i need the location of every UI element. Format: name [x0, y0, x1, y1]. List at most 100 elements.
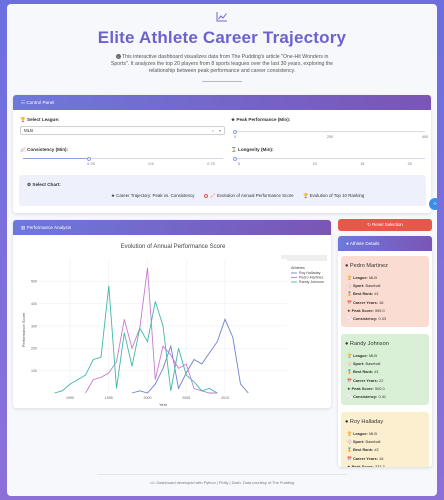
performance-chart[interactable]: Evolution of Annual Performance Score 10…	[13, 235, 331, 408]
chart-option-ranking[interactable]: 🏆 Evolution of Top 10 Ranking	[303, 193, 364, 199]
athlete-best-rank-row: 🏅 Best Rank: #2	[347, 447, 379, 452]
chevron-down-icon[interactable]: ▾	[218, 128, 221, 133]
legend-entry: Roy Halladay	[299, 271, 321, 275]
chart-option-label: Career Trajectory: Peak vs. Consistency	[116, 193, 195, 198]
consistency-tick: 0.5	[148, 162, 154, 166]
scroll-arrows-icon[interactable]: ‹›	[429, 198, 437, 210]
chart-option-label: Evolution of Annual Performance Score	[216, 193, 294, 198]
control-panel-title: Control Panel	[26, 100, 55, 105]
medal-icon: 🏅	[347, 447, 353, 453]
athlete-field-label: Consistency:	[352, 394, 379, 399]
peak-slider[interactable]	[233, 129, 425, 134]
star-icon: ★	[347, 385, 352, 391]
chart-series	[54, 267, 249, 394]
athlete-peak-score-row: ★ Peak Score: 500.0	[347, 386, 385, 391]
athlete-field-label: Best Rank:	[352, 291, 375, 297]
athlete-field-value: Baseball	[365, 283, 381, 289]
page-description: i This interactive dashboard visualizes …	[107, 54, 337, 75]
chart-axes: 100 200 300 400 500 1990 1995 2000 2005 2010	[31, 280, 229, 400]
athlete-sport-row: ⚾ Sport: Baseball	[347, 439, 380, 444]
consistency-slider-track	[23, 158, 91, 159]
athlete-card[interactable]: ● Roy Halladay 🏆 League: MLB ⚾ Sport: Base…	[341, 412, 429, 467]
chart-select-label: ⚙ Select Chart:	[27, 182, 61, 188]
x-tick-label: 1995	[105, 396, 113, 400]
legend-entry: Randy Johnson	[299, 280, 324, 284]
info-icon: i	[115, 54, 121, 60]
athlete-sport-row: ⚾ Sport: Baseball	[347, 361, 380, 366]
legend-title: Athletes	[291, 266, 305, 270]
athlete-field-value: MLB	[368, 431, 377, 436]
peak-label: ★ Peak Performance (Min):	[231, 117, 290, 123]
performance-panel-title: Performance Analysis	[26, 225, 72, 230]
athlete-consistency-row: 📈 Consistency: 0.33	[347, 316, 386, 321]
athlete-field-label: Consistency:	[352, 316, 379, 321]
radio-selected-icon[interactable]	[204, 193, 208, 198]
footer-text: Dashboard developed with Python | Plotly…	[156, 480, 295, 485]
sliders-icon: ☷	[21, 100, 26, 105]
peak-label-text: Peak Performance (Min):	[236, 117, 291, 122]
calendar-icon: 📅	[347, 377, 353, 383]
consistency-slider[interactable]	[23, 156, 223, 161]
athlete-field-label: Career Years:	[352, 377, 380, 383]
trophy-icon: 🏆	[20, 117, 26, 122]
athlete-peak-score-row: ★ Peak Score: 333.3	[347, 464, 385, 467]
control-panel-header: ☷ Control Panel	[13, 95, 431, 110]
longevity-slider-handle[interactable]	[233, 156, 237, 161]
athlete-field-value: #1	[374, 291, 379, 297]
trophy-icon: 🏆	[347, 431, 353, 436]
chart-xlabel: Year	[159, 402, 168, 407]
athlete-field-label: Career Years:	[352, 299, 380, 305]
chart-select-label-text: Select Chart:	[32, 182, 61, 187]
ball-icon: ⚾	[347, 361, 353, 367]
peak-slider-handle[interactable]	[233, 129, 237, 134]
chart-option-trajectory[interactable]: ★ Career Trajectory: Peak vs. Consistenc…	[111, 193, 195, 199]
athlete-field-label: Sport:	[352, 361, 366, 367]
star-icon: ★	[111, 193, 115, 198]
trophy-icon: 🏆	[347, 353, 353, 358]
athlete-field-label: Best Rank:	[352, 369, 375, 375]
code-icon: </>	[149, 480, 156, 485]
athlete-field-value: 18	[379, 299, 384, 305]
chart-select-box: ⚙ Select Chart: ★ Career Trajectory: Pea…	[19, 175, 426, 206]
athlete-card[interactable]: ● Pedro Martinez 🏆 League: MLB ⚾ Sport: Ba…	[341, 256, 429, 327]
athlete-field-label: Peak Score:	[351, 307, 375, 313]
league-select[interactable]: MLB × ▾	[20, 126, 225, 135]
x-tick-label: 2010	[221, 396, 229, 400]
consistency-tick: 0.75	[207, 162, 215, 166]
calendar-icon: 📅	[347, 455, 353, 461]
athlete-league-row: 🏆 League: MLB	[347, 431, 377, 436]
refresh-icon: ↻	[367, 222, 371, 227]
star-icon: ★	[231, 117, 236, 122]
athlete-field-value: #1	[374, 369, 379, 375]
clear-icon[interactable]: ×	[211, 128, 214, 133]
athlete-best-rank-row: 🏅 Best Rank: #1	[347, 291, 379, 296]
athlete-card[interactable]: ● Randy Johnson 🏆 League: MLB ⚾ Sport: Bas…	[341, 334, 429, 405]
chart-option-evolution[interactable]: 📈 Evolution of Annual Performance Score	[204, 193, 294, 199]
page-footer: </> Dashboard developed with Python | Pl…	[7, 480, 437, 485]
athlete-field-label: Best Rank:	[352, 447, 375, 453]
chart-bar-icon: ▥	[21, 225, 26, 230]
calendar-icon: 📅	[347, 299, 353, 305]
longevity-slider[interactable]	[233, 156, 425, 161]
ball-icon: ⚾	[347, 439, 353, 445]
performance-panel-header: ▥ Performance Analysis	[13, 220, 331, 235]
athlete-field-value: Baseball	[365, 361, 381, 367]
consistency-tick: 0.25	[87, 162, 95, 166]
longevity-label-text: Longevity (Min):	[238, 147, 274, 152]
page-title: Elite Athlete Career Trajectory	[97, 28, 347, 47]
chart-option-label: Evolution of Top 10 Ranking	[309, 193, 365, 198]
series-line	[131, 318, 249, 394]
athlete-details-title: Athlete Details	[349, 241, 380, 246]
y-tick-label: 500	[31, 280, 37, 284]
athlete-best-rank-row: 🏅 Best Rank: #1	[347, 369, 379, 374]
league-select-value: MLB	[24, 128, 34, 133]
reset-selection-button[interactable]: ↻ Reset Selection	[338, 219, 432, 231]
consistency-label-text: Consistency (Min):	[27, 147, 69, 152]
reset-selection-label: Reset Selection	[372, 222, 403, 227]
x-tick-label: 2005	[182, 396, 190, 400]
consistency-slider-handle[interactable]	[87, 156, 91, 161]
athlete-career-years-row: 📅 Career Years: 16	[347, 456, 383, 461]
longevity-tick: 10	[312, 162, 317, 166]
page-description-text: This interactive dashboard visualizes da…	[110, 54, 334, 74]
